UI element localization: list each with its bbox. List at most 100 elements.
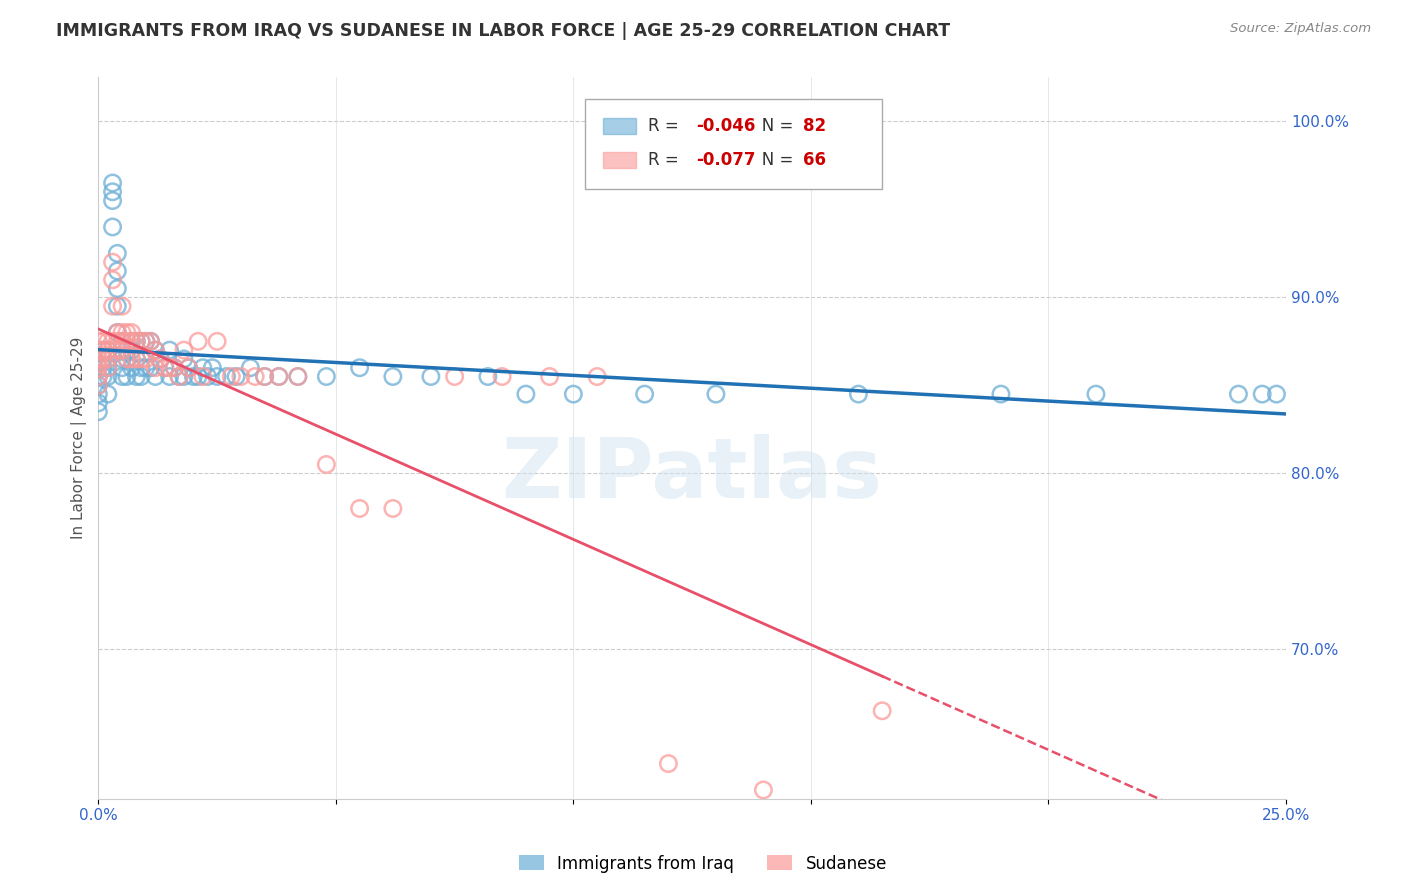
Point bbox=[87, 334, 110, 349]
Point bbox=[173, 369, 195, 384]
Point bbox=[491, 369, 513, 384]
Point bbox=[97, 369, 120, 384]
Point bbox=[315, 458, 337, 472]
Point bbox=[105, 343, 128, 358]
Point bbox=[870, 704, 893, 718]
Point bbox=[91, 351, 114, 366]
Point bbox=[586, 369, 609, 384]
Point bbox=[149, 351, 172, 366]
Point bbox=[515, 387, 537, 401]
Point bbox=[143, 369, 166, 384]
Point bbox=[239, 360, 262, 375]
Point bbox=[101, 194, 124, 208]
Point bbox=[143, 343, 166, 358]
Point bbox=[97, 343, 120, 358]
FancyBboxPatch shape bbox=[603, 118, 637, 134]
Point bbox=[135, 351, 157, 366]
Point bbox=[253, 369, 276, 384]
Point bbox=[1227, 387, 1250, 401]
Point bbox=[87, 369, 110, 384]
Point bbox=[105, 334, 128, 349]
Point bbox=[87, 405, 110, 419]
Point bbox=[97, 360, 120, 375]
Point bbox=[97, 387, 120, 401]
Point bbox=[139, 334, 162, 349]
Point bbox=[105, 326, 128, 340]
Point bbox=[105, 264, 128, 278]
Point bbox=[267, 369, 290, 384]
Point bbox=[111, 334, 134, 349]
Point bbox=[287, 369, 309, 384]
Point bbox=[125, 334, 148, 349]
Point bbox=[187, 369, 209, 384]
Point bbox=[177, 360, 200, 375]
Point bbox=[87, 369, 110, 384]
Point bbox=[225, 369, 247, 384]
Point bbox=[1084, 387, 1107, 401]
FancyBboxPatch shape bbox=[603, 153, 637, 169]
Point bbox=[205, 369, 228, 384]
Point bbox=[101, 255, 124, 269]
Point bbox=[111, 343, 134, 358]
Point bbox=[129, 360, 152, 375]
Point bbox=[129, 369, 152, 384]
Point bbox=[349, 501, 371, 516]
Point bbox=[990, 387, 1012, 401]
Point bbox=[101, 273, 124, 287]
Point bbox=[149, 351, 172, 366]
Point bbox=[243, 369, 266, 384]
Point bbox=[562, 387, 585, 401]
Point bbox=[121, 351, 143, 366]
Legend: Immigrants from Iraq, Sudanese: Immigrants from Iraq, Sudanese bbox=[512, 848, 894, 880]
Point bbox=[115, 343, 138, 358]
Point bbox=[704, 387, 727, 401]
Point bbox=[111, 326, 134, 340]
Point bbox=[129, 334, 152, 349]
Point bbox=[163, 360, 186, 375]
Point bbox=[111, 299, 134, 313]
Point bbox=[91, 351, 114, 366]
Text: N =: N = bbox=[745, 152, 799, 169]
Point bbox=[105, 326, 128, 340]
Point bbox=[163, 360, 186, 375]
Point bbox=[139, 334, 162, 349]
Text: 66: 66 bbox=[803, 152, 825, 169]
Point bbox=[105, 299, 128, 313]
Point bbox=[183, 369, 205, 384]
Point bbox=[97, 343, 120, 358]
Point bbox=[129, 351, 152, 366]
Point bbox=[97, 351, 120, 366]
FancyBboxPatch shape bbox=[585, 99, 882, 189]
Point bbox=[125, 351, 148, 366]
Point bbox=[105, 281, 128, 295]
Point bbox=[111, 351, 134, 366]
Text: R =: R = bbox=[648, 117, 685, 135]
Point bbox=[87, 378, 110, 392]
Point bbox=[215, 369, 238, 384]
Point bbox=[121, 326, 143, 340]
Point bbox=[87, 357, 110, 371]
Point bbox=[349, 360, 371, 375]
Point bbox=[97, 334, 120, 349]
Point bbox=[173, 343, 195, 358]
Point bbox=[87, 343, 110, 358]
Point bbox=[1251, 387, 1274, 401]
Point bbox=[91, 369, 114, 384]
Point bbox=[139, 360, 162, 375]
Point bbox=[135, 334, 157, 349]
Point bbox=[752, 783, 775, 797]
Point bbox=[121, 360, 143, 375]
Text: Source: ZipAtlas.com: Source: ZipAtlas.com bbox=[1230, 22, 1371, 36]
Point bbox=[221, 369, 243, 384]
Point bbox=[115, 369, 138, 384]
Point bbox=[121, 334, 143, 349]
Point bbox=[159, 360, 181, 375]
Point bbox=[173, 351, 195, 366]
Point bbox=[101, 334, 124, 349]
Text: -0.046: -0.046 bbox=[696, 117, 755, 135]
Point bbox=[167, 369, 190, 384]
Point bbox=[129, 334, 152, 349]
Point bbox=[1265, 387, 1288, 401]
Point bbox=[315, 369, 337, 384]
Point bbox=[177, 360, 200, 375]
